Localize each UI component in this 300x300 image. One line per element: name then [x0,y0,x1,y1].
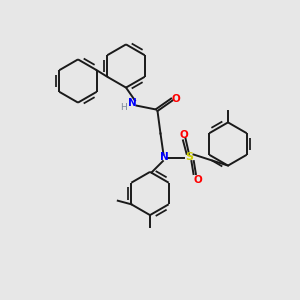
Text: O: O [171,94,180,104]
Text: O: O [194,175,202,185]
Text: N: N [160,152,169,163]
Text: S: S [185,152,193,163]
Text: O: O [179,130,188,140]
Text: H: H [121,103,127,112]
Text: N: N [128,98,136,109]
